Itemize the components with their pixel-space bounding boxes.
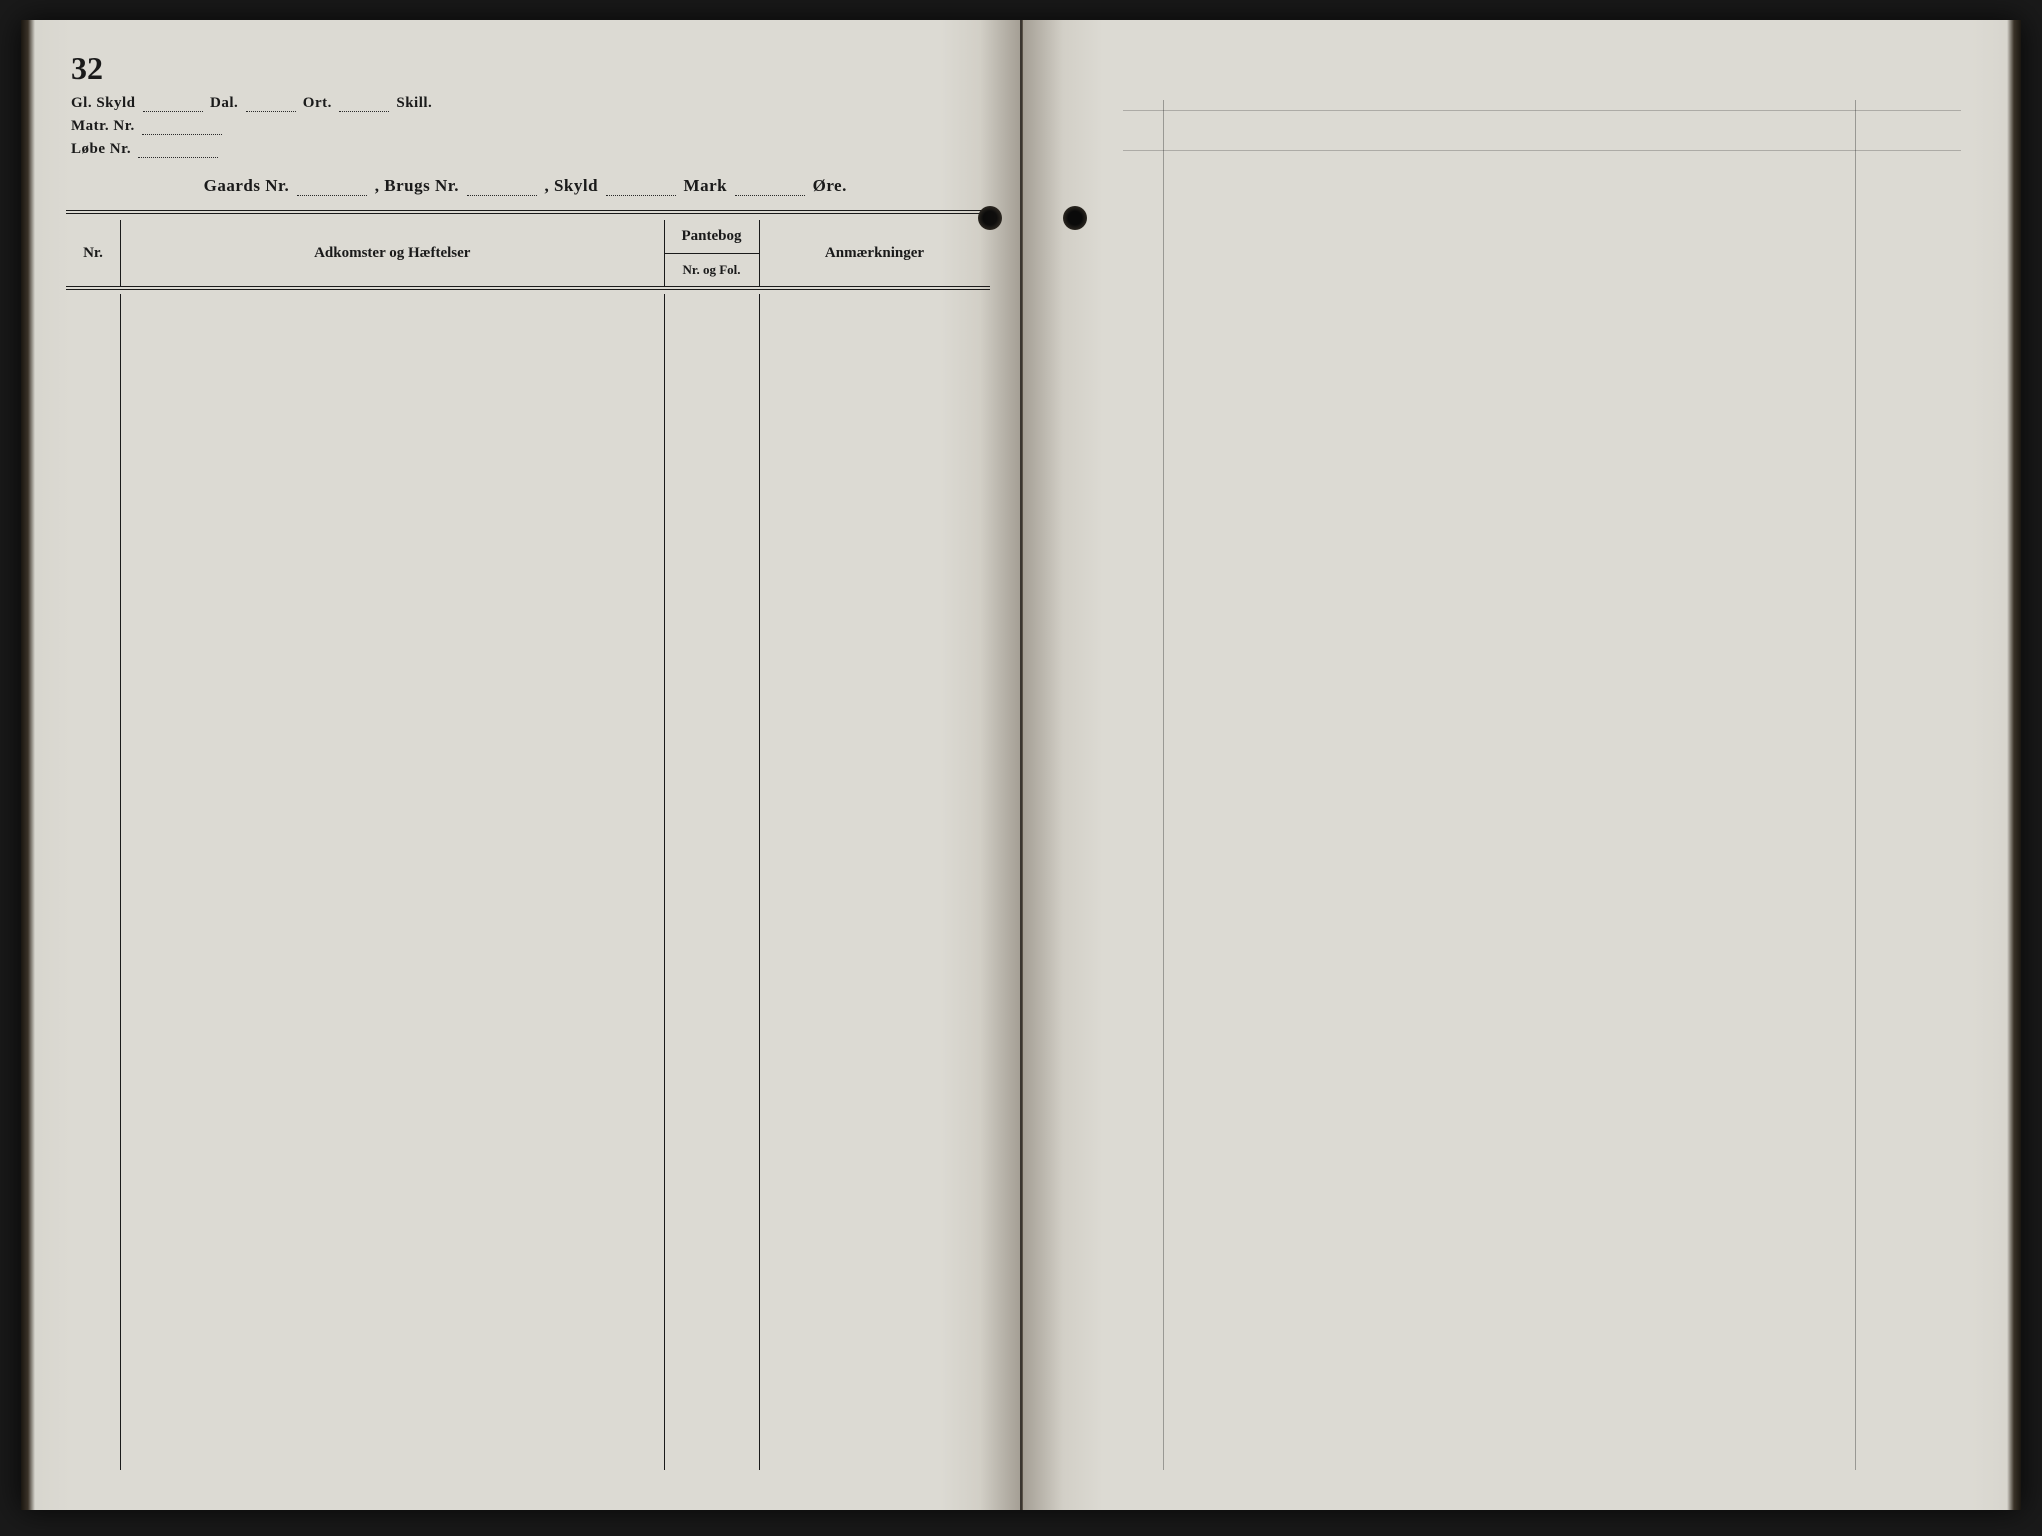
table-body: [66, 294, 990, 1470]
label-ore: Øre.: [813, 176, 847, 195]
label-skyld: , Skyld: [544, 176, 598, 195]
binding-edge: [21, 20, 35, 1510]
body-col-adk: [121, 294, 665, 1470]
body-col-anm: [760, 294, 990, 1470]
header-line-1: Gl. Skyld Dal. Ort. Skill.: [71, 95, 980, 112]
blank-lobe: [138, 144, 218, 158]
ledger-book-spread: 32 Gl. Skyld Dal. Ort. Skill. Matr. Nr. …: [21, 20, 2021, 1510]
page-edge: [2007, 20, 2021, 1510]
gaards-line: Gaards Nr. , Brugs Nr. , Skyld Mark Øre.: [71, 176, 980, 196]
label-skill: Skill.: [396, 95, 432, 111]
spine-shadow: [980, 20, 1020, 1510]
column-header-nr: Nr.: [66, 220, 121, 286]
faint-rule-v1: [1163, 100, 1164, 1470]
label-dal: Dal.: [210, 95, 238, 111]
right-page: [1022, 20, 2022, 1510]
label-gaards-nr: Gaards Nr.: [204, 176, 290, 195]
page-number: 32: [71, 50, 103, 87]
faint-rule-v2: [1855, 100, 1856, 1470]
label-matr-nr: Matr. Nr.: [71, 118, 135, 134]
blank-gaards: [297, 182, 367, 196]
double-rule-top: [66, 210, 990, 214]
blank-mark: [735, 182, 805, 196]
blank-ort: [339, 98, 389, 112]
label-lobe-nr: Løbe Nr.: [71, 141, 131, 157]
column-header-anmaerkninger: Anmærkninger: [760, 220, 990, 286]
body-col-nr: [66, 294, 121, 1470]
header-line-2: Matr. Nr.: [71, 118, 980, 135]
spine-shadow: [1023, 20, 1063, 1510]
binding-hole-icon: [1063, 206, 1087, 230]
faint-rule-h1: [1123, 110, 1962, 111]
nr-fol-label: Nr. og Fol.: [665, 254, 759, 287]
label-ort: Ort.: [303, 95, 332, 111]
header-block: Gl. Skyld Dal. Ort. Skill. Matr. Nr. Løb…: [71, 95, 980, 196]
faint-rule-h2: [1123, 150, 1962, 151]
column-header-adkomster: Adkomster og Hæftelser: [121, 220, 665, 286]
header-line-3: Løbe Nr.: [71, 141, 980, 158]
table-header-row: Nr. Adkomster og Hæftelser Pantebog Nr. …: [66, 220, 990, 290]
blank-matr: [142, 121, 222, 135]
body-col-pb: [665, 294, 760, 1470]
pantebog-label: Pantebog: [665, 220, 759, 254]
label-brugs-nr: , Brugs Nr.: [375, 176, 459, 195]
blank-brugs: [467, 182, 537, 196]
blank-skyld: [606, 182, 676, 196]
column-header-pantebog: Pantebog Nr. og Fol.: [665, 220, 760, 286]
label-gl-skyld: Gl. Skyld: [71, 95, 136, 111]
label-mark: Mark: [684, 176, 728, 195]
blank-gl-skyld: [143, 98, 203, 112]
blank-dal: [246, 98, 296, 112]
left-page: 32 Gl. Skyld Dal. Ort. Skill. Matr. Nr. …: [21, 20, 1022, 1510]
